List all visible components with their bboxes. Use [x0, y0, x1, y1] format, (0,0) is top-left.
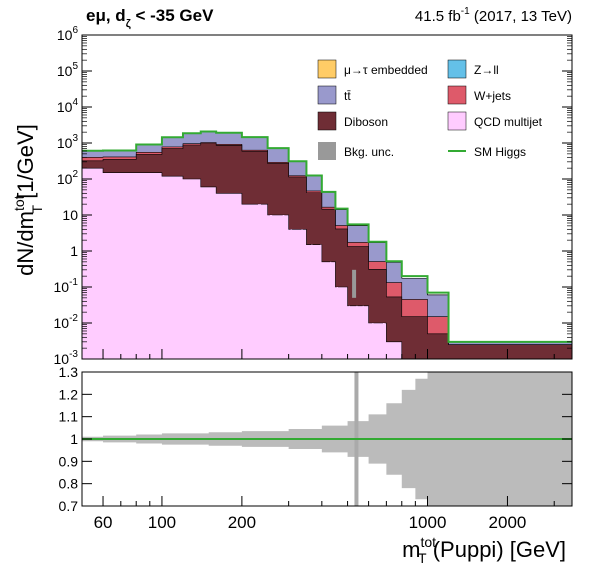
legend-item-3: W+jets	[447, 85, 511, 105]
x-axis-label: mtot T (Puppi) [GeV]	[402, 534, 566, 566]
diboson-dip	[336, 287, 338, 359]
y-tick-label: 10	[62, 207, 78, 223]
ratio-y-tick-label: 0.8	[59, 476, 79, 492]
legend-label: W+jets	[474, 89, 511, 103]
legend: μ→τ embedded Z→ll tt̄ W+jets Diboson QCD mult…	[317, 59, 543, 160]
diboson-dip	[311, 244, 313, 359]
diboson-dip	[330, 261, 332, 359]
y-axis-label-main: dN/dm	[13, 211, 38, 276]
ratio-y-tick-label: 0.9	[59, 453, 79, 469]
channel-label: eμ, dζ < -35 GeV	[86, 6, 214, 30]
ratio-y-tick-label: 1.3	[59, 364, 79, 380]
y-tick-label: 10-1	[54, 277, 79, 295]
ratio-y-tick-label: 1.1	[59, 409, 79, 425]
legend-label: μ→τ embedded	[344, 63, 428, 77]
legend-item-5: QCD multijet	[447, 111, 543, 131]
legend-item-1: Z→ll	[447, 59, 499, 79]
legend-label: Z→ll	[474, 63, 499, 77]
legend-swatch	[447, 85, 467, 105]
legend-swatch	[317, 111, 337, 131]
x-tick-label: 1000	[409, 513, 447, 532]
legend-label: Diboson	[344, 115, 388, 129]
bkg-unc-spike	[352, 269, 357, 298]
legend-item-6: Bkg. unc.	[318, 142, 394, 160]
diboson-dip	[356, 305, 358, 359]
y-tick-label: 104	[57, 97, 79, 115]
channel-suffix: < -35 GeV	[131, 6, 214, 25]
diboson-dip	[258, 204, 261, 359]
y-tick-label: 105	[57, 61, 79, 79]
ratio-band	[82, 372, 572, 506]
legend-swatch	[447, 59, 467, 79]
ratio-y-tick-label: 1.2	[59, 386, 79, 402]
diboson-dip	[269, 215, 273, 359]
main-y-ticks: 10-3 10-2 10-1 1 10 102 103 104 105 106	[54, 25, 572, 367]
diboson-dip	[348, 305, 350, 359]
stack-fills	[81, 131, 573, 360]
legend-swatch	[318, 142, 336, 160]
ratio-y-ticks: 0.7 0.8 0.9 1 1.1 1.2 1.3	[59, 364, 572, 514]
ratio-plot: 0.7 0.8 0.9 1 1.1 1.2 1.3 60 100 200 1000 2000	[59, 349, 573, 532]
y-axis-label-unit: [1/GeV]	[13, 124, 38, 205]
y-tick-label: 10-2	[54, 313, 79, 331]
y-axis-label-sup: tot	[11, 195, 27, 211]
channel-subscript: ζ	[126, 18, 131, 30]
x-axis-label-unit: (Puppi) [GeV]	[427, 537, 566, 562]
stack-qcd-multijet	[81, 167, 572, 360]
y-tick-label: 102	[57, 169, 79, 187]
ratio-x-ticks: 60 100 200 1000 2000	[81, 349, 555, 532]
diboson-dip	[383, 323, 385, 359]
lumi-exponent: -1	[461, 6, 470, 17]
x-tick-label: 2000	[489, 513, 527, 532]
y-axis-label-sub: T	[29, 204, 45, 213]
x-tick-label: 60	[94, 513, 113, 532]
legend-swatch	[317, 85, 337, 105]
legend-item-0: μ→τ embedded	[317, 59, 428, 79]
legend-item-4: Diboson	[317, 111, 388, 131]
legend-label: SM Higgs	[474, 145, 526, 159]
sm-higgs-line	[82, 130, 572, 343]
legend-label: Bkg. unc.	[344, 145, 394, 159]
main-plot: 10-3 10-2 10-1 1 10 102 103 104 105 106	[54, 25, 573, 367]
main-frame	[81, 34, 573, 360]
diboson-dip	[320, 244, 322, 359]
diboson-dip	[290, 229, 293, 359]
lumi-prefix: 41.5 fb	[415, 8, 461, 25]
ratio-y-tick-label: 1	[70, 431, 78, 447]
x-tick-label: 200	[228, 513, 256, 532]
y-tick-label: 103	[57, 133, 79, 151]
y-axis-label: dN/dmtot T [1/GeV]	[11, 124, 45, 276]
y-tick-label: 10-3	[54, 349, 79, 367]
ratio-y-tick-label: 0.7	[59, 498, 79, 514]
y-tick-label: 1	[70, 243, 78, 259]
legend-item-2: tt̄	[317, 85, 351, 105]
legend-swatch	[447, 111, 467, 131]
legend-item-7: SM Higgs	[448, 145, 526, 159]
legend-swatch	[317, 59, 337, 79]
diboson-dip	[372, 323, 374, 359]
legend-label: tt̄	[344, 89, 351, 103]
diboson-dip	[362, 305, 364, 359]
channel-prefix: eμ, d	[86, 6, 126, 25]
x-axis-label-sup: tot	[420, 534, 436, 550]
x-tick-label: 100	[148, 513, 176, 532]
legend-label: QCD multijet	[474, 115, 543, 129]
diboson-dip	[301, 229, 303, 359]
lumi-label: 41.5 fb-1 (2017, 13 TeV)	[415, 6, 572, 25]
stack-lines	[82, 130, 572, 343]
lumi-suffix: (2017, 13 TeV)	[470, 8, 572, 25]
y-tick-label: 106	[57, 25, 79, 43]
diboson-dip	[282, 215, 285, 359]
x-axis-label-sub: T	[418, 550, 427, 566]
x-axis-label-main: m	[402, 537, 420, 562]
